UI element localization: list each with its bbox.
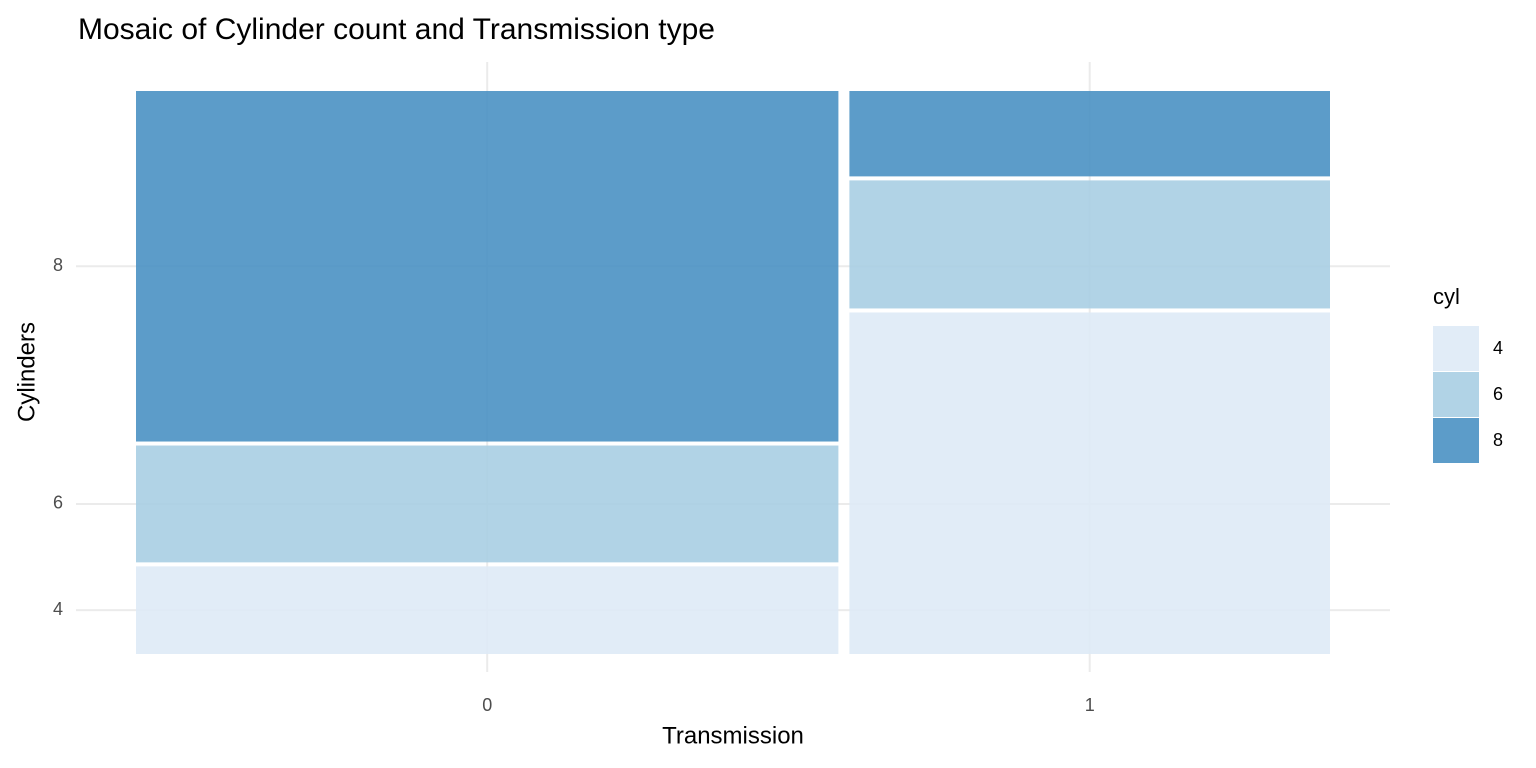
x-tick-label: 0	[482, 695, 492, 715]
legend-label: 4	[1493, 338, 1503, 358]
mosaic-tile	[849, 91, 1330, 177]
y-axis-title: Cylinders	[13, 322, 40, 422]
x-axis-title: Transmission	[662, 722, 804, 749]
y-tick-label: 8	[53, 255, 63, 275]
y-tick-label: 6	[53, 493, 63, 513]
chart-title: Mosaic of Cylinder count and Transmissio…	[78, 13, 715, 46]
x-tick-label: 1	[1085, 695, 1095, 715]
legend-title: cyl	[1433, 284, 1460, 309]
mosaic-tile	[136, 566, 839, 654]
mosaic-tile	[136, 445, 839, 563]
legend-label: 6	[1493, 384, 1503, 404]
legend-key	[1433, 372, 1479, 417]
mosaic-tile	[849, 180, 1330, 309]
y-tick-label: 4	[53, 599, 63, 619]
mosaic-tile	[136, 91, 839, 442]
legend-key	[1433, 326, 1479, 371]
legend-label: 8	[1493, 430, 1503, 450]
legend-key	[1433, 418, 1479, 463]
mosaic-tile	[849, 312, 1330, 654]
